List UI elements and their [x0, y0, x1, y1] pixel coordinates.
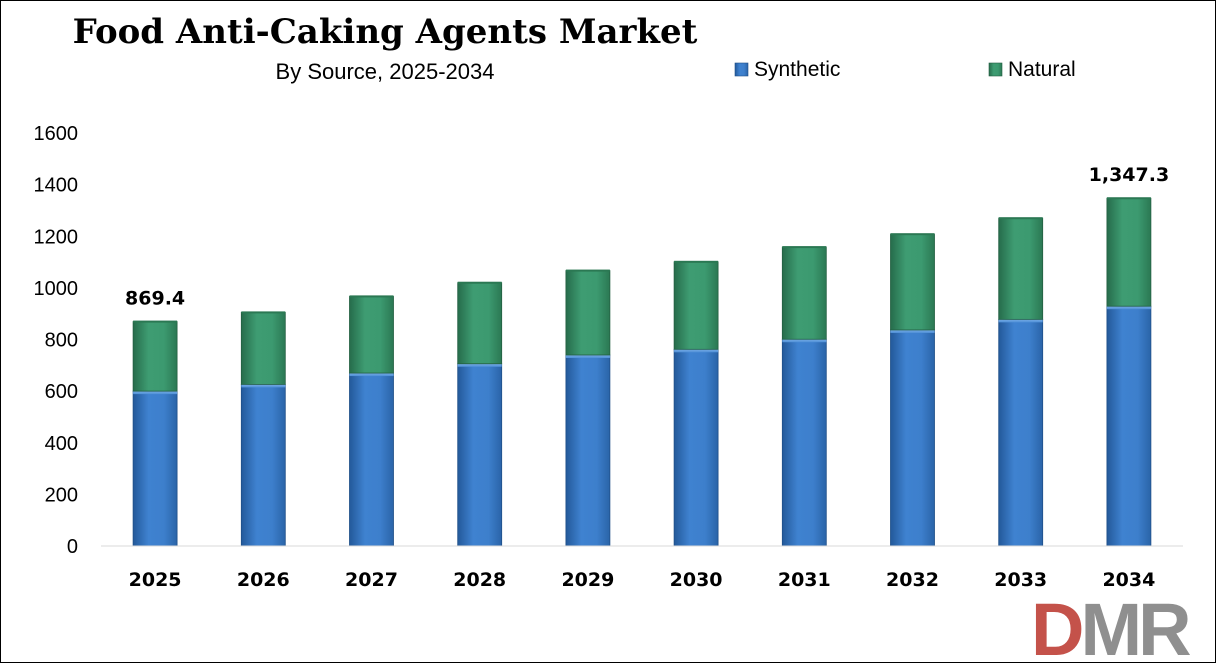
- bar-synthetic-2029: [565, 354, 611, 547]
- bar-synthetic-2026: [240, 384, 286, 547]
- x-tick-label: 2028: [453, 569, 506, 591]
- bar-synthetic-2032: [890, 329, 935, 547]
- logo-letter-r: R: [1138, 588, 1190, 662]
- bars: [132, 197, 1152, 547]
- bar-natural-2027: [349, 295, 394, 374]
- y-tick-label: 1400: [34, 175, 79, 197]
- bar-synthetic-2025: [132, 390, 178, 547]
- bar-natural-2026: [240, 311, 286, 385]
- logo-letter-m: M: [1080, 588, 1138, 662]
- legend-item-natural: Natural: [988, 58, 1076, 81]
- svg-text:DMR: DMR: [1031, 588, 1190, 662]
- bar-natural-2029: [565, 270, 611, 356]
- bar-natural-2034: [1106, 197, 1152, 307]
- bar-group-2029: [565, 269, 611, 547]
- y-tick-label: 600: [45, 381, 78, 403]
- chart-title: Food Anti-Caking Agents Market: [73, 12, 698, 52]
- legend-item-synthetic: Synthetic: [734, 58, 840, 81]
- y-tick-label: 1600: [34, 123, 79, 145]
- bar-group-2027: [349, 295, 394, 547]
- bar-top-edge-2025: [133, 320, 178, 323]
- bar-top-edge-2034: [1106, 197, 1151, 200]
- legend-swatch-natural: [988, 62, 1003, 77]
- legend-label-natural: Natural: [1008, 58, 1076, 81]
- x-tick-label: 2032: [886, 569, 939, 591]
- bar-group-2031: [781, 246, 827, 547]
- y-axis: 0 200 400 600 800 1000 1200 1400 1600: [34, 123, 79, 558]
- bar-top-edge-2032: [890, 233, 935, 236]
- bar-group-2033: [998, 217, 1044, 547]
- bar-synthetic-2033: [998, 318, 1044, 547]
- x-tick-label: 2026: [237, 569, 290, 591]
- y-tick-label: 400: [45, 433, 78, 455]
- bar-group-2034: [1106, 197, 1152, 547]
- bar-top-edge-2031: [782, 246, 827, 249]
- x-axis: 2025 2026 2027 2028 2029 2030 2031 2032 2033 2034: [129, 569, 1156, 591]
- bar-group-2032: [890, 233, 935, 547]
- y-tick-label: 1000: [34, 278, 79, 300]
- bar-synthetic-2030: [673, 348, 719, 547]
- bar-natural-2025: [132, 321, 178, 392]
- data-labels: 869.4 1,347.3: [125, 164, 1169, 309]
- bar-synthetic-2027: [349, 372, 394, 547]
- bar-synthetic-2034: [1106, 305, 1152, 547]
- bar-natural-2028: [457, 282, 503, 365]
- bar-top-edge-2030: [674, 260, 719, 263]
- x-tick-label: 2031: [778, 569, 831, 591]
- y-tick-label: 0: [67, 536, 78, 558]
- bar-group-2025: [132, 320, 178, 547]
- x-tick-label: 2030: [670, 569, 723, 591]
- bar-top-edge-2027: [349, 295, 394, 298]
- bar-top-edge-2029: [565, 269, 610, 272]
- x-tick-label: 2033: [994, 569, 1047, 591]
- x-tick-label: 2025: [129, 569, 182, 591]
- x-tick-label: 2034: [1102, 569, 1155, 591]
- bar-group-2028: [457, 281, 503, 547]
- bar-synthetic-2031: [781, 338, 827, 547]
- bar-top-edge-2033: [998, 217, 1043, 220]
- bar-natural-2033: [998, 217, 1044, 320]
- y-tick-label: 1200: [34, 226, 79, 248]
- y-tick-label: 800: [45, 330, 78, 352]
- legend-label-synthetic: Synthetic: [754, 58, 840, 81]
- bar-group-2030: [673, 260, 719, 547]
- data-label-2034: 1,347.3: [1089, 164, 1170, 186]
- bar-synthetic-2028: [457, 363, 503, 547]
- chart-subtitle: By Source, 2025-2034: [276, 59, 495, 84]
- bar-natural-2030: [673, 261, 719, 350]
- legend-swatch-synthetic: [734, 62, 749, 77]
- x-tick-label: 2029: [561, 569, 614, 591]
- legend: Synthetic Natural: [734, 58, 1076, 81]
- x-tick-label: 2027: [345, 569, 398, 591]
- bar-natural-2031: [781, 246, 827, 340]
- dmr-logo: DMR: [1031, 588, 1194, 662]
- bar-group-2026: [240, 311, 286, 547]
- bar-top-edge-2028: [457, 281, 502, 284]
- bar-natural-2032: [890, 233, 935, 331]
- data-label-2025: 869.4: [125, 288, 185, 310]
- y-tick-label: 200: [45, 484, 78, 506]
- logo-letter-d: D: [1031, 588, 1082, 662]
- bar-top-edge-2026: [241, 311, 286, 314]
